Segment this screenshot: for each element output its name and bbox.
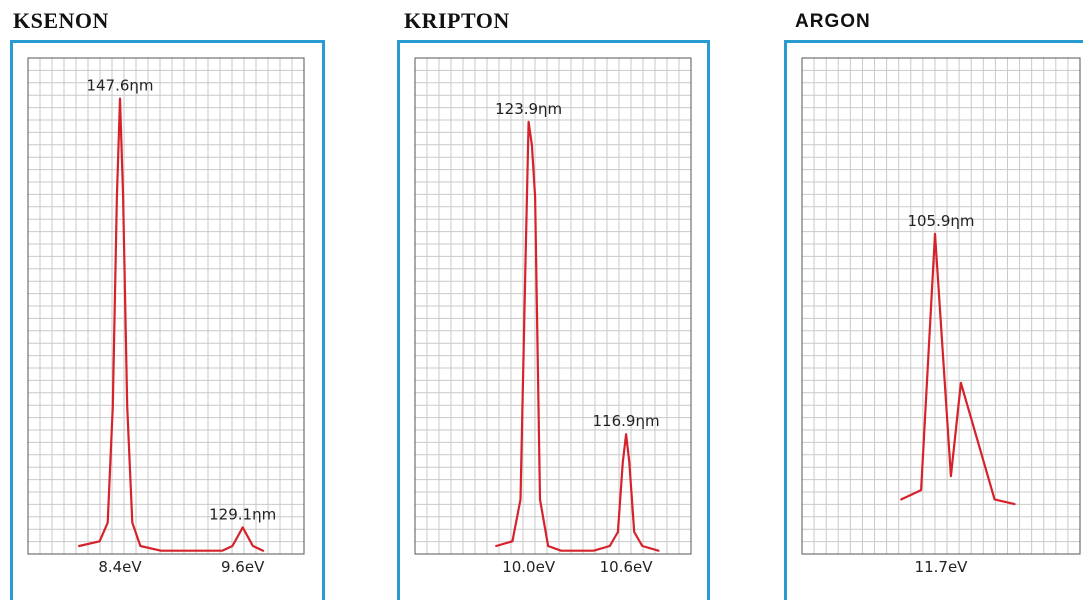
chart-plot-argon: 105.9ηm 11.7eV — [801, 57, 1081, 576]
chart-title-argon: ARGON — [795, 11, 871, 32]
chart-frame-kripton — [397, 40, 710, 600]
chart-plot-ksenon: 147.6ηm 129.1ηm 8.4eV 9.6eV — [27, 57, 305, 576]
spectrum-line — [900, 232, 1016, 506]
x-tick-label: 10.0eV — [502, 558, 556, 576]
grid — [415, 58, 691, 554]
chart-title-kripton: KRIPTON — [404, 8, 510, 33]
peak-label: 116.9ηm — [593, 412, 660, 430]
chart-frame-argon — [784, 40, 1083, 600]
x-tick-label: 9.6eV — [221, 558, 265, 576]
peak-label: 129.1ηm — [209, 505, 276, 523]
grid — [802, 58, 1080, 554]
spectrum-line — [78, 97, 265, 552]
plot-border — [27, 57, 305, 555]
chart-plot-kripton: 123.9ηm 116.9ηm 10.0eV 10.6eV — [414, 57, 692, 576]
grid — [28, 58, 304, 554]
x-tick-label: 10.6eV — [600, 558, 654, 576]
peak-label: 147.6ηm — [86, 77, 153, 95]
plot-border — [801, 57, 1081, 555]
chart-title-ksenon: KSENON — [13, 8, 109, 33]
chart-frame-ksenon — [10, 40, 325, 600]
spectrum-line — [495, 120, 660, 552]
peak-label: 123.9ηm — [495, 100, 562, 118]
peak-label: 105.9ηm — [907, 212, 974, 230]
plot-border — [414, 57, 692, 555]
x-tick-label: 11.7eV — [915, 558, 969, 576]
x-tick-label: 8.4eV — [98, 558, 142, 576]
